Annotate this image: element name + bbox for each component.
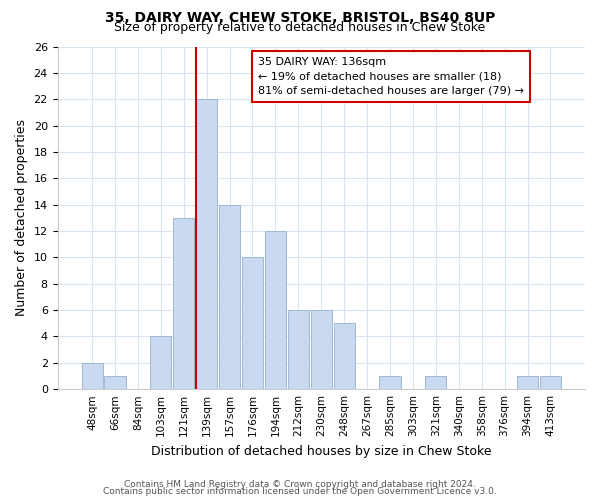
Text: Size of property relative to detached houses in Chew Stoke: Size of property relative to detached ho… bbox=[115, 22, 485, 35]
Bar bbox=[196, 99, 217, 389]
Y-axis label: Number of detached properties: Number of detached properties bbox=[15, 120, 28, 316]
Bar bbox=[311, 310, 332, 389]
Text: Contains HM Land Registry data © Crown copyright and database right 2024.: Contains HM Land Registry data © Crown c… bbox=[124, 480, 476, 489]
Bar bbox=[425, 376, 446, 389]
Text: 35, DAIRY WAY, CHEW STOKE, BRISTOL, BS40 8UP: 35, DAIRY WAY, CHEW STOKE, BRISTOL, BS40… bbox=[105, 11, 495, 25]
Bar bbox=[540, 376, 561, 389]
Text: Contains public sector information licensed under the Open Government Licence v3: Contains public sector information licen… bbox=[103, 487, 497, 496]
Bar bbox=[219, 204, 240, 389]
Bar bbox=[334, 324, 355, 389]
Bar bbox=[265, 231, 286, 389]
Bar bbox=[82, 363, 103, 389]
Bar bbox=[173, 218, 194, 389]
Bar bbox=[150, 336, 172, 389]
Bar bbox=[104, 376, 125, 389]
X-axis label: Distribution of detached houses by size in Chew Stoke: Distribution of detached houses by size … bbox=[151, 444, 491, 458]
Bar bbox=[517, 376, 538, 389]
Bar bbox=[379, 376, 401, 389]
Text: 35 DAIRY WAY: 136sqm
← 19% of detached houses are smaller (18)
81% of semi-detac: 35 DAIRY WAY: 136sqm ← 19% of detached h… bbox=[258, 57, 524, 96]
Bar bbox=[242, 258, 263, 389]
Bar bbox=[288, 310, 309, 389]
